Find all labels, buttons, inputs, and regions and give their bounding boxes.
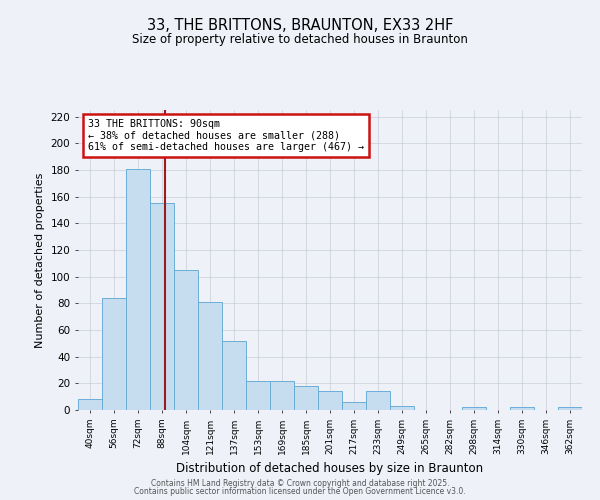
Text: Contains HM Land Registry data © Crown copyright and database right 2025.: Contains HM Land Registry data © Crown c… — [151, 478, 449, 488]
Bar — [270, 380, 294, 410]
Bar — [78, 400, 102, 410]
Bar — [174, 270, 198, 410]
Bar — [510, 408, 534, 410]
Bar — [462, 408, 486, 410]
Text: Contains public sector information licensed under the Open Government Licence v3: Contains public sector information licen… — [134, 487, 466, 496]
Bar — [318, 392, 342, 410]
Bar — [294, 386, 318, 410]
Text: 33, THE BRITTONS, BRAUNTON, EX33 2HF: 33, THE BRITTONS, BRAUNTON, EX33 2HF — [147, 18, 453, 32]
Y-axis label: Number of detached properties: Number of detached properties — [35, 172, 45, 348]
Bar — [342, 402, 366, 410]
Text: Size of property relative to detached houses in Braunton: Size of property relative to detached ho… — [132, 32, 468, 46]
Text: 33 THE BRITTONS: 90sqm
← 38% of detached houses are smaller (288)
61% of semi-de: 33 THE BRITTONS: 90sqm ← 38% of detached… — [88, 119, 364, 152]
Bar — [390, 406, 414, 410]
Bar — [102, 298, 126, 410]
Bar — [222, 340, 246, 410]
X-axis label: Distribution of detached houses by size in Braunton: Distribution of detached houses by size … — [176, 462, 484, 475]
Bar — [198, 302, 222, 410]
Bar — [366, 392, 390, 410]
Bar — [558, 408, 582, 410]
Bar — [150, 204, 174, 410]
Bar — [126, 168, 150, 410]
Bar — [246, 380, 270, 410]
